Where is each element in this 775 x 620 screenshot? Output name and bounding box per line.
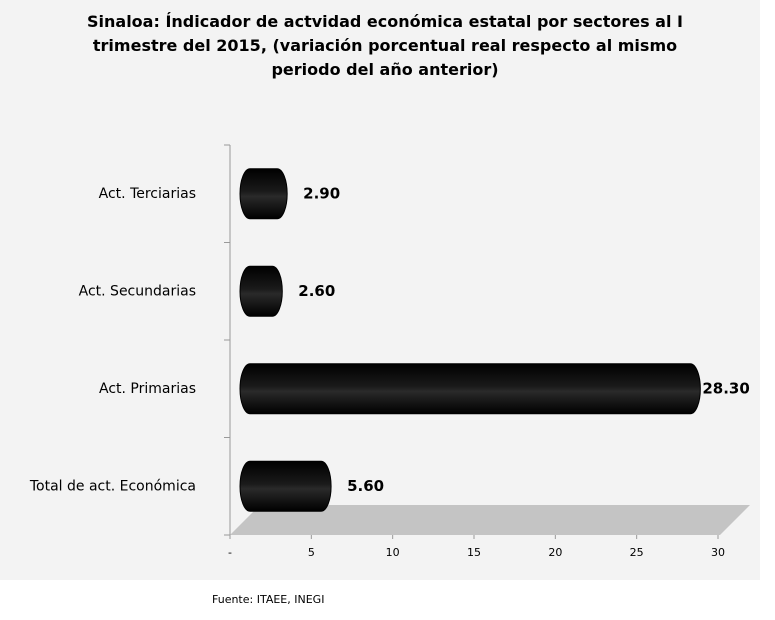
data-label: 2.90 — [303, 184, 340, 202]
chart-panel — [0, 0, 760, 580]
y-tick-label: Total de act. Económica — [29, 478, 196, 494]
y-tick-label: Act. Terciarias — [99, 186, 196, 202]
x-tick-label: 15 — [467, 546, 481, 559]
x-tick-label: 10 — [386, 546, 400, 559]
bar — [239, 265, 283, 317]
x-tick-label: 30 — [711, 546, 725, 559]
chart-title: Sinaloa: Índicador de actvidad económica… — [87, 12, 683, 79]
bar — [239, 363, 701, 415]
source-note: Fuente: ITAEE, INEGI — [212, 593, 325, 606]
data-label: 2.60 — [298, 282, 335, 300]
data-label: 5.60 — [347, 477, 384, 495]
bar — [239, 168, 288, 220]
floor — [230, 505, 750, 535]
bar — [239, 460, 332, 512]
y-tick-label: Act. Primarias — [99, 381, 196, 397]
x-tick-label: 20 — [548, 546, 562, 559]
x-tick-label: 25 — [630, 546, 644, 559]
x-tick-label: - — [228, 546, 232, 559]
data-label: 28.30 — [702, 379, 749, 397]
y-tick-label: Act. Secundarias — [79, 283, 196, 299]
x-tick-label: 5 — [308, 546, 315, 559]
